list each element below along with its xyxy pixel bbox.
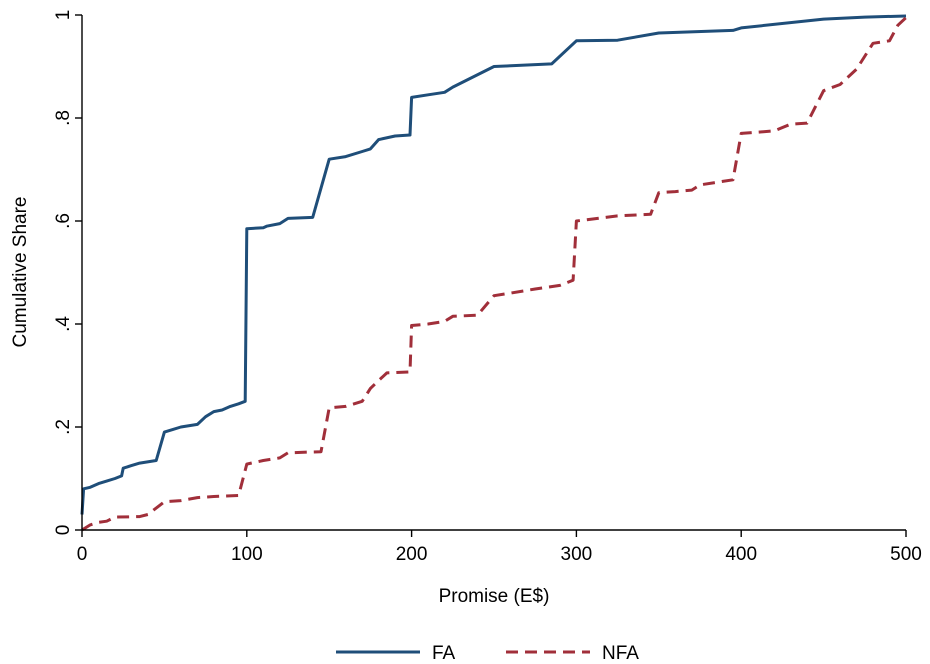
y-axis: 0 .2 .4 .6 .8 1 <box>53 10 83 536</box>
x-axis-label: Promise (E$) <box>439 586 550 607</box>
legend-label: NFA <box>602 643 639 664</box>
y-tick-label: .6 <box>53 213 74 229</box>
plot-area <box>80 14 908 532</box>
x-tick-label: 300 <box>561 544 593 565</box>
y-tick-label: .2 <box>53 419 74 435</box>
legend: FA NFA <box>336 643 639 664</box>
legend-item-nfa: NFA <box>506 643 639 664</box>
x-tick-label: 0 <box>77 544 88 565</box>
x-tick-label: 500 <box>890 544 922 565</box>
x-tick-label: 400 <box>725 544 757 565</box>
x-axis: 0 100 200 300 400 500 <box>77 529 922 565</box>
y-tick-label: .8 <box>53 110 74 126</box>
legend-label: FA <box>432 643 456 664</box>
series-line-nfa <box>81 16 908 532</box>
y-tick-label: 0 <box>53 525 74 536</box>
y-tick-label: 1 <box>53 10 74 21</box>
legend-item-fa: FA <box>336 643 456 664</box>
y-axis-label: Cumulative Share <box>10 196 31 347</box>
y-tick-label: .4 <box>53 316 74 332</box>
x-tick-label: 100 <box>231 544 263 565</box>
x-tick-label: 200 <box>396 544 428 565</box>
series-line-fa <box>80 14 907 515</box>
